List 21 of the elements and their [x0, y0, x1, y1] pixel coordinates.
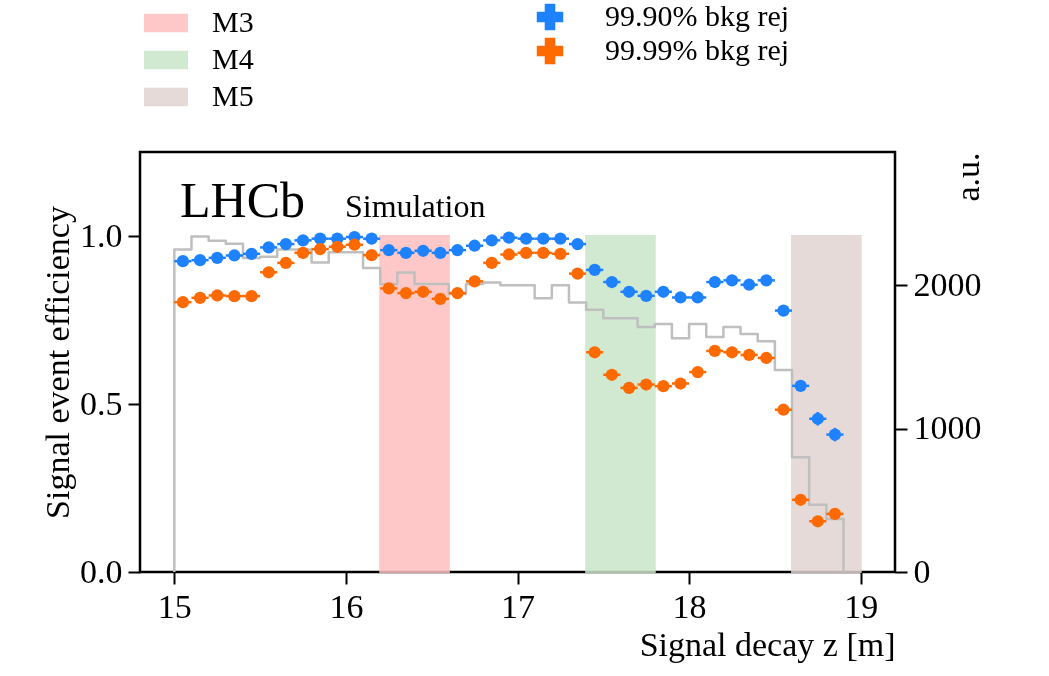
x-tick-label: 19 — [844, 587, 879, 625]
y2-tick-label: 0 — [913, 552, 931, 590]
x-axis-title: Signal decay z [m] — [639, 625, 896, 663]
y2-tick-label: 2000 — [913, 265, 982, 303]
x-tick-label: 16 — [329, 587, 364, 625]
x-tick-label: 15 — [157, 587, 192, 625]
y-tick-label: 0.0 — [80, 552, 123, 590]
legend-label: 99.99% bkg rej — [605, 33, 790, 66]
annotation: LHCb — [180, 172, 305, 228]
x-tick-label: 18 — [672, 587, 707, 625]
legend-label: M4 — [212, 42, 254, 75]
y-axis-title: Signal event efficiency — [39, 206, 76, 519]
legend-label: 99.90% bkg rej — [605, 0, 790, 32]
y-tick-label: 0.5 — [80, 384, 123, 422]
y-tick-label: 1.0 — [80, 216, 123, 254]
x-tick-label: 17 — [501, 587, 535, 625]
y2-tick-label: 1000 — [913, 409, 982, 447]
legend-label: M5 — [212, 79, 254, 112]
annotation: Simulation — [345, 188, 486, 224]
y2-axis-title: a.u. — [948, 152, 986, 202]
legend-label: M3 — [212, 5, 254, 38]
